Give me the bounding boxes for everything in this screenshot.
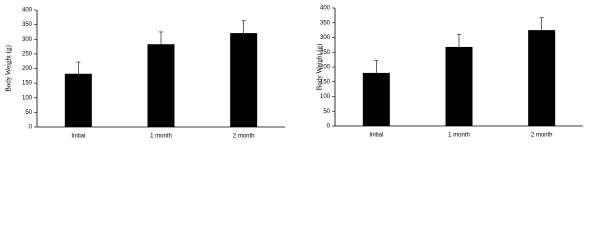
error-bar [457, 34, 461, 60]
bar [147, 44, 175, 127]
x-tick-label: 1 month [150, 134, 172, 140]
y-tick-label: 150 [22, 81, 33, 87]
bar [445, 46, 473, 126]
x-tick-label: Initial [369, 133, 383, 139]
y-axis-label: Body Weight (g) [316, 43, 324, 90]
x-tick-label: 2 month [531, 133, 553, 139]
y-tick-label: 250 [320, 50, 331, 56]
error-bar [539, 17, 544, 43]
error-bar [159, 31, 163, 57]
x-tick-label: 1 month [448, 133, 470, 139]
y-tick-label: 150 [320, 79, 331, 85]
y-tick-label: 400 [320, 6, 331, 12]
y-axis-label: Body Weight (g) [5, 44, 13, 91]
y-tick-label: 300 [22, 37, 33, 43]
y-tick-label: 350 [320, 20, 331, 26]
x-tick-label: Initial [71, 134, 85, 140]
bar [230, 33, 258, 127]
y-tick-label: 350 [22, 22, 33, 28]
y-tick-label: 50 [323, 109, 330, 115]
error-bar [374, 60, 379, 86]
y-tick-label: 200 [320, 65, 331, 71]
error-bar [76, 61, 81, 86]
y-tick-label: 100 [320, 94, 331, 100]
y-tick-label: 250 [22, 51, 33, 57]
y-tick-label: 50 [25, 110, 32, 116]
bar [528, 30, 556, 126]
x-tick-label: 2 month [233, 134, 255, 140]
y-tick-label: 200 [22, 66, 33, 72]
y-tick-label: 100 [22, 95, 33, 101]
y-tick-label: 400 [22, 8, 33, 14]
page: 0 50 100 150 200 250 300 350 400 Body Weight (g) I… [4, 5, 583, 140]
y-tick-label: 0 [29, 125, 33, 131]
figure: 0 50 100 150 200 250 300 350 400 Body Weight (g) I… [5, 6, 583, 140]
y-tick-label: 300 [320, 35, 331, 41]
error-bar [241, 20, 246, 46]
y-tick-label: 0 [327, 124, 331, 130]
